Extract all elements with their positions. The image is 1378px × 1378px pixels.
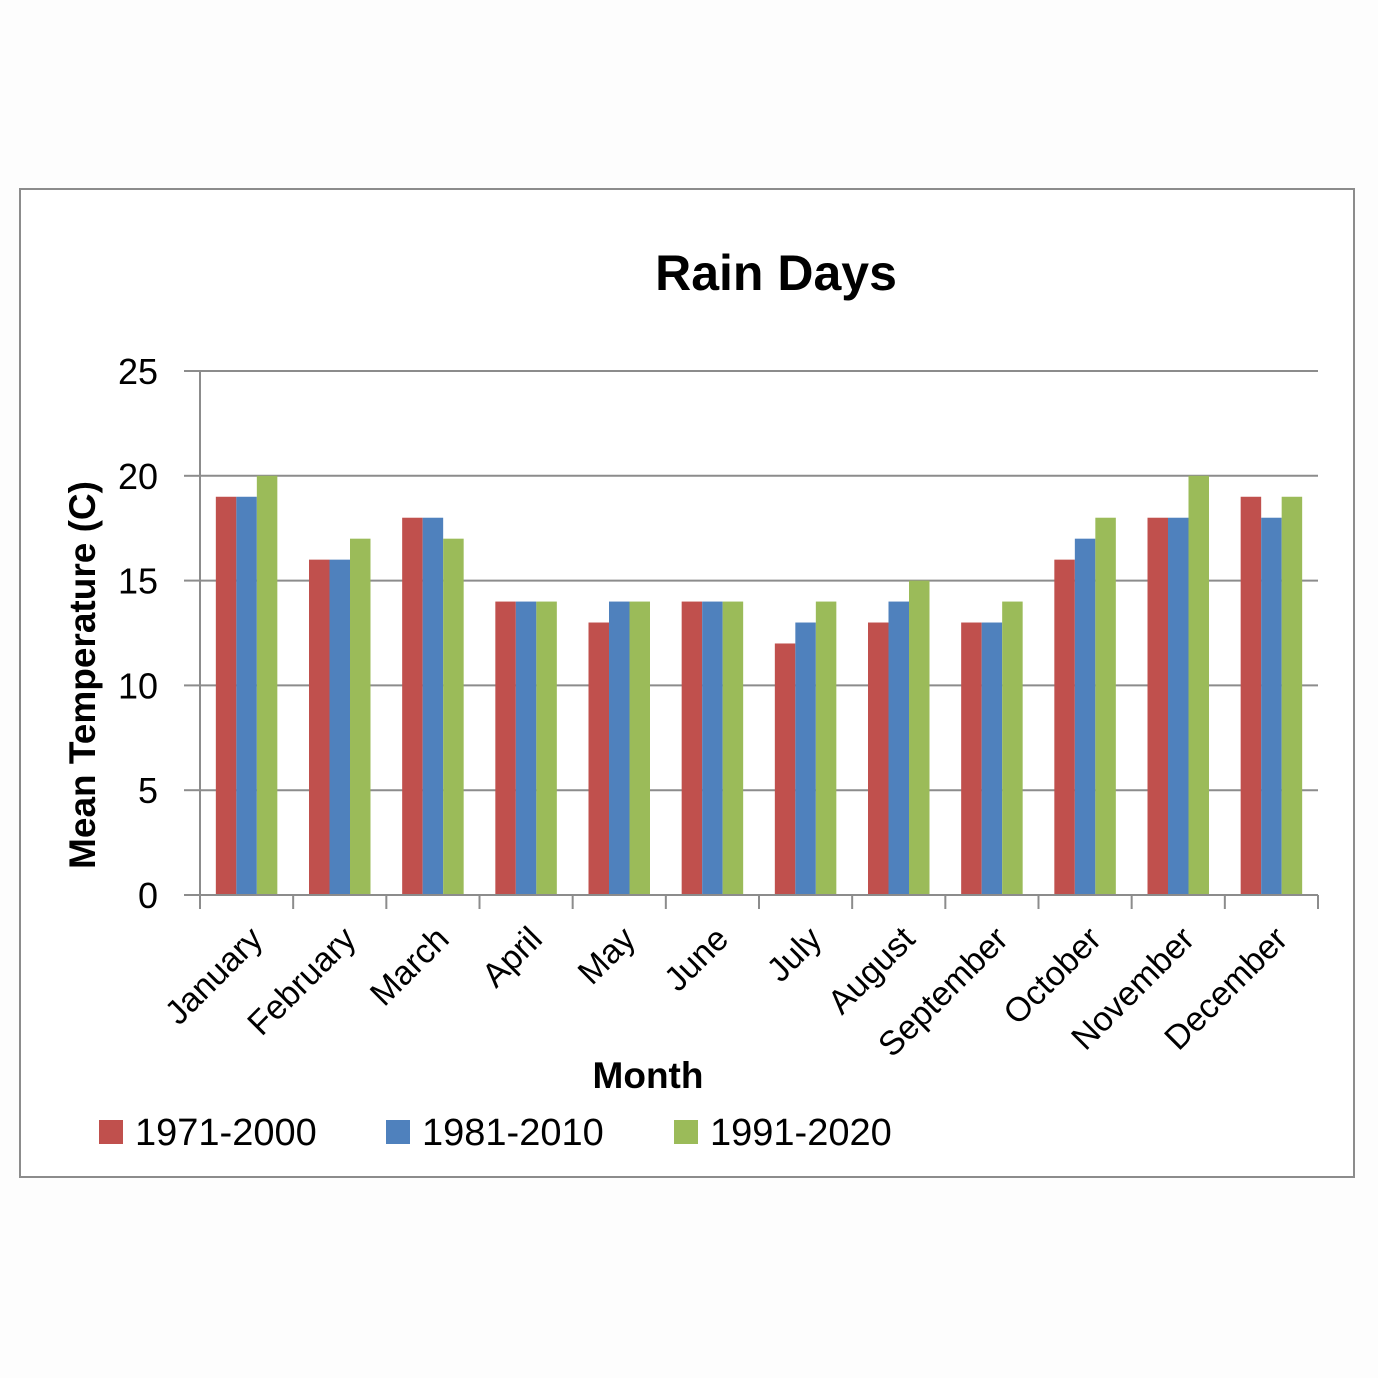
legend-swatch bbox=[386, 1120, 410, 1144]
bar bbox=[1074, 538, 1096, 895]
bar bbox=[402, 517, 423, 895]
bar bbox=[1002, 601, 1023, 895]
legend-label: 1971-2000 bbox=[135, 1112, 317, 1154]
legend-swatch bbox=[674, 1120, 698, 1144]
bar bbox=[795, 622, 816, 895]
y-tick-label: 20 bbox=[118, 456, 158, 497]
y-tick-label: 5 bbox=[138, 770, 158, 811]
chart-title: Rain Days bbox=[655, 245, 897, 301]
bar bbox=[774, 643, 796, 895]
bar bbox=[215, 496, 237, 895]
bar bbox=[609, 601, 630, 895]
bar bbox=[309, 559, 330, 895]
bar bbox=[236, 496, 257, 895]
bar bbox=[981, 622, 1003, 895]
bar bbox=[1095, 517, 1116, 895]
bar bbox=[1147, 517, 1168, 895]
bars bbox=[215, 475, 1303, 895]
bar bbox=[909, 580, 930, 895]
bar bbox=[588, 622, 609, 895]
bar bbox=[1054, 559, 1075, 895]
bar bbox=[350, 538, 371, 895]
bar bbox=[629, 601, 650, 895]
legend: 1971-2000 1981-2010 1991-2020 bbox=[99, 1112, 892, 1154]
bar bbox=[422, 517, 444, 895]
y-tick-label: 10 bbox=[118, 665, 158, 706]
legend-label: 1991-2020 bbox=[710, 1112, 892, 1154]
bar bbox=[329, 559, 350, 895]
gridlines bbox=[200, 370, 1318, 792]
bar bbox=[515, 601, 537, 895]
bar bbox=[722, 601, 744, 895]
bar bbox=[443, 538, 464, 895]
bar bbox=[536, 601, 557, 895]
bar bbox=[1188, 475, 1209, 895]
bar bbox=[868, 622, 889, 895]
legend-label: 1981-2010 bbox=[422, 1112, 604, 1154]
y-tick-label: 0 bbox=[138, 875, 158, 916]
x-axis-title: Month bbox=[593, 1055, 704, 1096]
bar bbox=[961, 622, 982, 895]
bar bbox=[1240, 496, 1262, 895]
bar bbox=[888, 601, 909, 895]
bar bbox=[1168, 517, 1189, 895]
bar bbox=[495, 601, 516, 895]
y-axis-title: Mean Temperature (C) bbox=[62, 481, 103, 869]
bar bbox=[256, 475, 278, 895]
bar bbox=[815, 601, 837, 895]
bar bbox=[681, 601, 703, 895]
legend-swatch bbox=[99, 1120, 123, 1144]
bar bbox=[1281, 496, 1303, 895]
bar bbox=[1261, 517, 1282, 895]
y-tick-label: 15 bbox=[118, 561, 158, 602]
bar bbox=[702, 601, 723, 895]
y-tick-label: 25 bbox=[118, 351, 158, 392]
